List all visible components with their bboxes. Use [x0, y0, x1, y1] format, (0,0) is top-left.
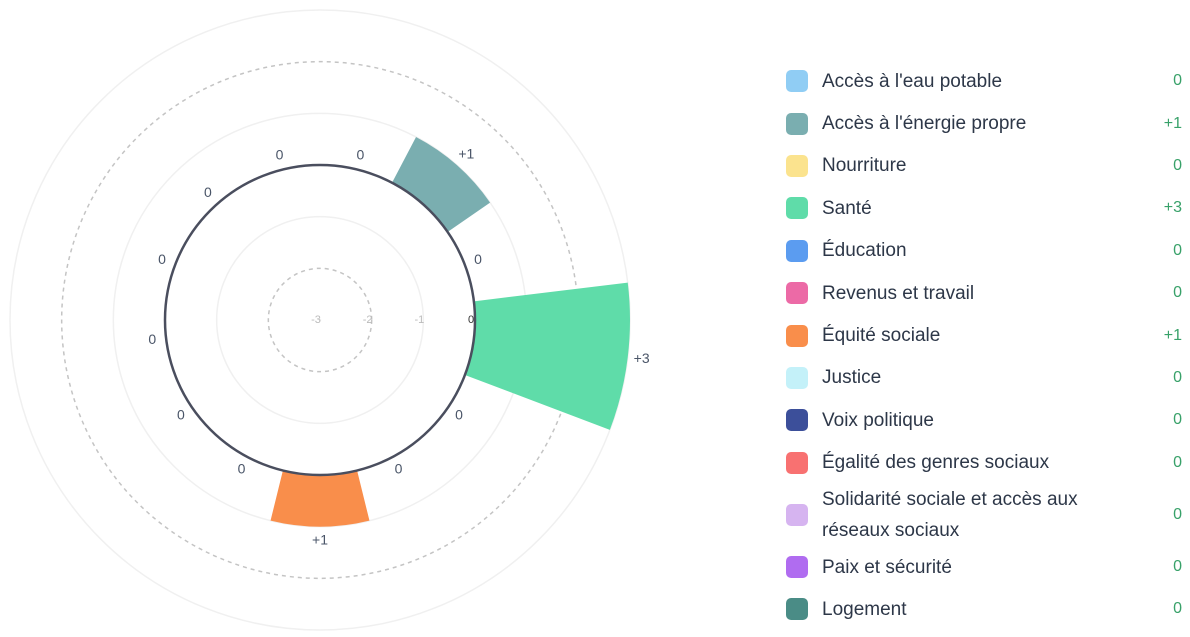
legend-value: 0 — [1173, 558, 1182, 576]
legend-label: Égalité des genres sociaux — [822, 452, 1050, 474]
legend-item: Accès à l'eau potable 0 — [786, 60, 1188, 102]
grid-ring — [215, 215, 425, 425]
legend-value: 0 — [1173, 241, 1182, 259]
legend-swatch — [786, 366, 808, 389]
value-label: 0 — [177, 407, 185, 423]
r-tick-label: -3 — [311, 314, 321, 326]
legend-item: Nourriture 0 — [786, 145, 1188, 187]
legend-item: Logement 0 — [786, 588, 1188, 630]
legend-label: Revenus et travail — [822, 282, 975, 304]
legend-label: Accès à l'énergie propre — [822, 113, 1027, 135]
legend-label: Nourriture — [822, 155, 907, 177]
value-label: 0 — [357, 147, 365, 163]
zero-ring — [163, 163, 477, 477]
value-label: 0 — [204, 184, 212, 200]
value-label: 0 — [395, 460, 403, 476]
legend-value: 0 — [1173, 411, 1182, 429]
grid-ring — [318, 318, 322, 322]
legend-swatch — [786, 282, 808, 305]
value-label: +1 — [312, 531, 328, 547]
legend-label: Paix et sécurité — [822, 556, 952, 578]
legend-item: Voix politique 0 — [786, 399, 1188, 441]
legend-item: Accès à l'énergie propre +1 — [786, 102, 1188, 144]
value-label: +3 — [634, 350, 650, 366]
legend-value: 0 — [1173, 453, 1182, 471]
legend-label: Voix politique — [822, 409, 934, 431]
value-label: 0 — [148, 331, 156, 347]
grid-ring — [267, 267, 373, 373]
legend-swatch — [786, 112, 808, 135]
bar — [464, 282, 630, 430]
legend-label: Logement — [822, 598, 907, 620]
legend-swatch — [786, 503, 808, 526]
legend-value: 0 — [1173, 505, 1182, 523]
legend-label: Solidarité sociale et accès aux réseaux … — [822, 488, 1078, 541]
legend-value: 0 — [1173, 156, 1182, 174]
legend-value: 0 — [1173, 284, 1182, 302]
legend-item: Justice 0 — [786, 357, 1188, 399]
legend-value: 0 — [1173, 600, 1182, 618]
legend-value: +1 — [1163, 326, 1182, 344]
value-label: 0 — [455, 407, 463, 423]
legend-item: Santé +3 — [786, 187, 1188, 229]
legend-item: Paix et sécurité 0 — [786, 546, 1188, 588]
legend: Accès à l'eau potable 0 Accès à l'énergie … — [786, 60, 1188, 631]
legend-value: 0 — [1173, 368, 1182, 386]
bar — [392, 137, 491, 232]
legend-label: Équité sociale — [822, 325, 941, 347]
bar — [270, 470, 370, 527]
legend-swatch — [786, 556, 808, 579]
legend-item: Revenus et travail 0 — [786, 272, 1188, 314]
value-label: 0 — [158, 251, 166, 267]
value-label: 0 — [276, 147, 284, 163]
legend-item: Solidarité sociale et accès aux réseaux … — [786, 484, 1188, 546]
legend-item: Égalité des genres sociaux 0 — [786, 442, 1188, 484]
value-label: +1 — [458, 146, 474, 162]
value-label: 0 — [238, 460, 246, 476]
legend-label: Éducation — [822, 240, 907, 262]
legend-swatch — [786, 197, 808, 220]
legend-swatch — [786, 409, 808, 432]
legend-label: Accès à l'eau potable — [822, 70, 1003, 92]
legend-label: Santé — [822, 197, 872, 219]
legend-value: 0 — [1173, 72, 1182, 90]
r-tick-label: 0 — [468, 314, 474, 326]
r-tick-label: -1 — [414, 314, 424, 326]
legend-swatch — [786, 451, 808, 474]
legend-item: Équité sociale +1 — [786, 314, 1188, 356]
legend-swatch — [786, 70, 808, 93]
legend-label: Justice — [822, 367, 882, 389]
legend-item: Éducation 0 — [786, 230, 1188, 272]
r-tick-label: -2 — [363, 314, 373, 326]
legend-swatch — [786, 598, 808, 621]
polar-chart: -3 -2 -1 0 0 +1 0 +3 0 0 +1 0 0 0 0 0 0 — [9, 9, 650, 631]
value-label: 0 — [474, 251, 482, 267]
legend-swatch — [786, 324, 808, 347]
legend-swatch — [786, 239, 808, 262]
legend-value: +3 — [1163, 199, 1182, 217]
legend-value: +1 — [1163, 114, 1182, 132]
legend-swatch — [786, 154, 808, 177]
